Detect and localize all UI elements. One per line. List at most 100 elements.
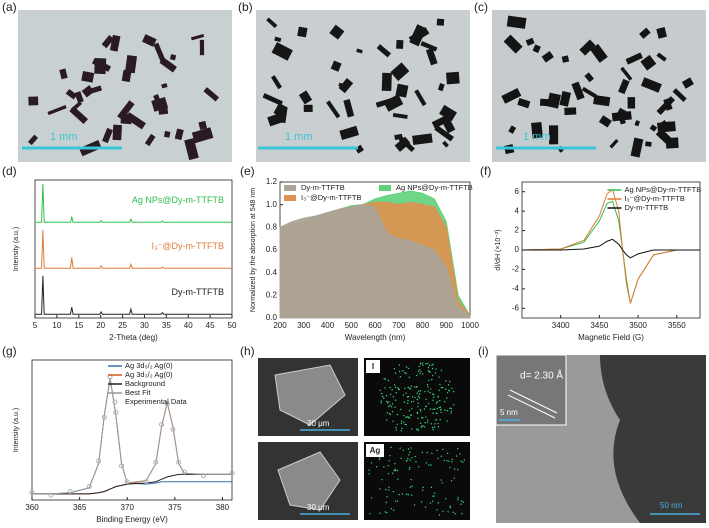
eds-dot xyxy=(442,386,444,389)
x-tick-label: 600 xyxy=(368,321,382,330)
data-point xyxy=(124,479,130,485)
crystal xyxy=(94,57,107,75)
x-tick-label: 365 xyxy=(73,503,87,512)
eds-dot xyxy=(408,409,411,412)
eds-dot xyxy=(457,468,459,471)
data-point xyxy=(67,488,73,494)
x-tick-label: 40 xyxy=(184,321,193,330)
crystal xyxy=(303,104,313,113)
eds-dot xyxy=(406,396,409,398)
crystal xyxy=(436,18,445,26)
eds-dot xyxy=(397,387,399,389)
eds-dot xyxy=(449,407,451,409)
panel-label: (h) xyxy=(240,344,255,358)
eds-dot xyxy=(432,412,434,414)
eds-dot xyxy=(421,425,423,427)
eds-dot xyxy=(430,464,432,466)
eds-dot xyxy=(379,488,381,490)
eds-dot xyxy=(424,506,427,508)
eds-dot xyxy=(398,370,401,373)
crystal xyxy=(121,69,132,83)
y-tick-label: -4 xyxy=(512,284,520,293)
y-tick-label: 1.0 xyxy=(266,200,278,209)
data-point xyxy=(181,469,187,475)
crystal xyxy=(672,88,687,102)
eds-dot xyxy=(404,387,406,390)
eds-dot xyxy=(450,479,453,482)
eds-dot xyxy=(429,408,432,410)
legend-swatch xyxy=(284,185,296,191)
eds-dot xyxy=(419,363,422,365)
crystal xyxy=(634,120,641,127)
crystal xyxy=(437,83,445,92)
eds-dot xyxy=(449,466,451,469)
eds-dot xyxy=(445,498,447,500)
crystal xyxy=(590,43,608,63)
eds-dot xyxy=(430,486,433,489)
eds-dot xyxy=(419,390,422,392)
eds-dot xyxy=(414,455,416,458)
eds-dot xyxy=(460,460,462,462)
x-tick-label: 3500 xyxy=(629,321,647,330)
crystal xyxy=(503,34,523,54)
eds-dot xyxy=(368,473,370,475)
eds-dot xyxy=(417,466,420,468)
legend-label: Experimental Data xyxy=(125,397,188,406)
crystal xyxy=(338,82,347,88)
eds-dot xyxy=(440,386,443,389)
eds-dot xyxy=(461,512,463,515)
eds-dot xyxy=(408,387,411,389)
eds-dot xyxy=(409,459,411,461)
crystal xyxy=(339,125,360,140)
eds-dot xyxy=(391,410,394,413)
x-tick-label: 370 xyxy=(121,503,135,512)
eds-dot xyxy=(409,466,411,469)
eds-dot xyxy=(375,466,378,468)
crystal xyxy=(65,88,78,100)
eds-dot xyxy=(406,460,408,462)
x-tick-label: 35 xyxy=(162,321,171,330)
eds-dot xyxy=(391,389,393,391)
eds-dot xyxy=(411,396,414,398)
crystal xyxy=(593,94,611,107)
eds-dot xyxy=(419,410,422,412)
eds-dot xyxy=(438,406,440,409)
eds-dot xyxy=(457,447,459,450)
panel-label: (c) xyxy=(474,0,488,14)
eds-dot xyxy=(380,401,382,404)
eds-dot xyxy=(400,420,403,422)
eds-dot xyxy=(433,393,435,396)
eds-dot xyxy=(407,457,409,460)
eds-dot xyxy=(445,380,447,382)
crystal xyxy=(525,37,535,46)
crystal xyxy=(618,78,630,95)
eds-dot xyxy=(388,460,390,462)
x-tick-label: 360 xyxy=(25,503,39,512)
eds-dot xyxy=(399,447,401,449)
legend-label: Ag NPs@Dy-m-TTFTB xyxy=(624,185,701,194)
legend-label: Ag NPs@Dy-m-TTFTB xyxy=(132,195,224,205)
crystal xyxy=(120,113,133,125)
y-tick-label: 0.4 xyxy=(266,268,278,277)
eds-dot xyxy=(394,372,397,374)
map-label: I xyxy=(372,362,374,371)
eds-dot xyxy=(403,401,406,403)
eds-dot xyxy=(414,386,416,388)
data-point xyxy=(170,426,176,432)
eds-dot xyxy=(446,452,449,455)
crystal xyxy=(381,72,392,92)
eds-dot xyxy=(426,451,428,454)
crystal xyxy=(70,101,83,112)
eds-dot xyxy=(431,378,433,381)
eds-dot xyxy=(428,370,431,373)
eds-dot xyxy=(403,414,405,417)
crystal xyxy=(169,54,177,61)
eds-dot xyxy=(407,395,410,398)
crystal xyxy=(159,57,177,73)
crystal xyxy=(74,91,84,104)
eds-dot xyxy=(392,509,395,511)
crystal xyxy=(396,39,404,49)
eds-dot xyxy=(399,376,402,378)
crystal xyxy=(408,27,430,44)
eds-dot xyxy=(436,509,438,511)
